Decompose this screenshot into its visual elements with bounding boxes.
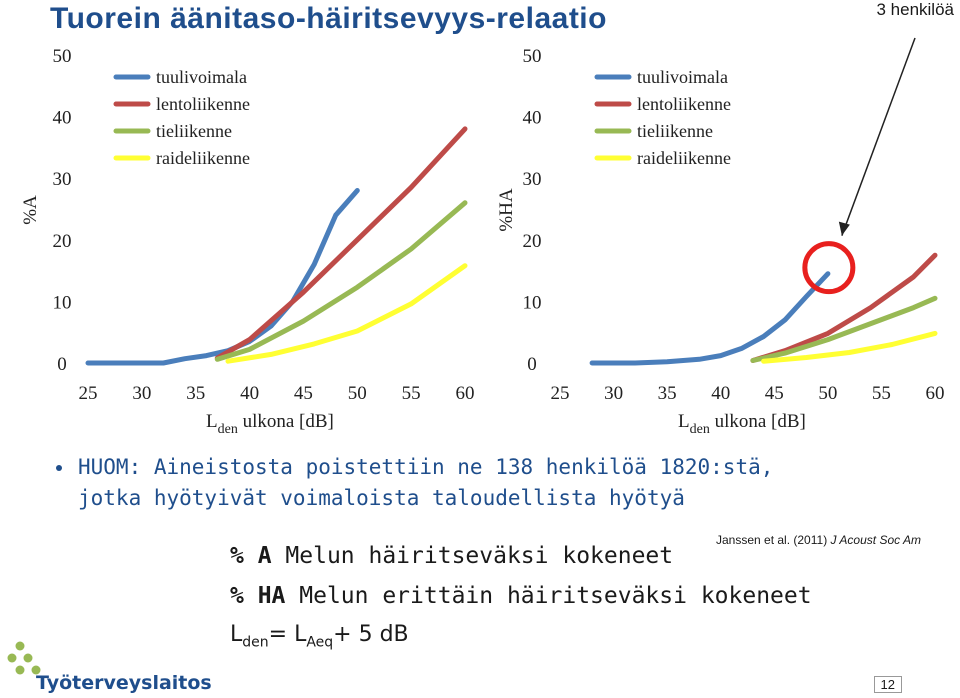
definition-ha-abbr: % HA [230, 583, 286, 609]
series-line-tieliikenne [214, 200, 468, 362]
formula-aeq: Aeq [306, 634, 334, 651]
y-tick-label: 0 [527, 354, 537, 375]
x-tick-label: 55 [402, 383, 421, 404]
note-line-2: jotka hyötyivät voimaloista taloudellist… [78, 486, 685, 510]
bullet-dot [56, 465, 62, 471]
legend-label-raideliikenne: raideliikenne [156, 148, 250, 168]
x-tick-label: 25 [551, 383, 570, 404]
x-tick-label: 55 [872, 383, 891, 404]
definition-ha-text: Melun erittäin häiritseväksi kokeneet [299, 583, 812, 609]
formula-eq: = L [268, 622, 307, 647]
slide-title: Tuorein äänitaso-häiritsevyys-relaatio [50, 2, 607, 35]
formula-den: den [242, 634, 269, 651]
y-tick-label: 0 [57, 354, 67, 375]
legend-label-tieliikenne: tieliikenne [637, 121, 713, 141]
series-line-lentoliikenne [214, 126, 468, 361]
y-tick-label: 40 [53, 108, 72, 129]
citation: Janssen et al. (2011) J Acoust Soc Am [716, 533, 921, 547]
y-axis-label: %HA [496, 188, 517, 232]
x-axis-label: Lden ulkona [dB] [206, 411, 334, 437]
series-line-raideliikenne [225, 263, 468, 364]
ldn-formula: Lden= LAeq+ 5 dB [230, 622, 409, 650]
page-number: 12 [873, 676, 902, 693]
legend-label-lentoliikenne: lentoliikenne [156, 94, 250, 114]
x-tick-label: 35 [186, 383, 205, 404]
note-bullet: HUOM: Aineistosta poistettiin ne 138 hen… [56, 452, 898, 514]
x-tick-label: 50 [818, 383, 837, 404]
note-line-1: HUOM: Aineistosta poistettiin ne 138 hen… [78, 455, 774, 479]
y-tick-label: 30 [53, 169, 72, 190]
series-line-tieliikenne [750, 295, 938, 363]
formula-l: L [230, 622, 243, 647]
logo-text: Työterveyslaitos [36, 672, 212, 694]
ttl-logo-icon [7, 641, 41, 675]
callout-label: 3 henkilöä [876, 0, 954, 19]
x-axis-label: Lden ulkona [dB] [678, 411, 806, 437]
y-tick-label: 50 [523, 46, 542, 67]
definition-a: % A Melun häiritseväksi kokeneet [230, 543, 673, 569]
charts-canvas: 0 10 20 30 40 50 25 30 35 40 45 50 55 60 %A Lden ulkona… [20, 37, 945, 437]
x-tick-label: 60 [926, 383, 945, 404]
citation-journal: J Acoust Soc Am [830, 533, 922, 547]
definition-a-text: Melun häiritseväksi kokeneet [285, 543, 674, 569]
definition-a-abbr: % A [230, 543, 272, 569]
x-tick-label: 45 [294, 383, 313, 404]
x-tick-label: 60 [456, 383, 475, 404]
x-tick-label: 40 [240, 383, 259, 404]
x-tick-label: 40 [711, 383, 730, 404]
series-line-raideliikenne [761, 330, 938, 364]
callout-arrow-line [841, 37, 916, 236]
y-tick-label: 20 [53, 231, 72, 252]
x-tick-label: 30 [604, 383, 623, 404]
x-tick-label: 45 [765, 383, 784, 404]
callout-circle [802, 241, 856, 295]
legend-label-tuulivoimala: tuulivoimala [156, 67, 247, 87]
y-tick-label: 30 [523, 169, 542, 190]
x-tick-label: 25 [79, 383, 98, 404]
x-tick-label: 50 [348, 383, 367, 404]
series-line-tuulivoimala [589, 271, 831, 366]
y-tick-label: 40 [523, 108, 542, 129]
legend-label-raideliikenne: raideliikenne [637, 148, 731, 168]
citation-year: (2011) [793, 533, 828, 547]
formula-rest: + 5 dB [333, 622, 409, 647]
callout-arrow-head [838, 221, 850, 236]
citation-authors: Janssen et al. [716, 533, 791, 547]
legend-label-tieliikenne: tieliikenne [156, 121, 232, 141]
y-tick-label: 10 [53, 292, 72, 313]
x-tick-label: 30 [132, 383, 151, 404]
legend-label-lentoliikenne: lentoliikenne [637, 94, 731, 114]
y-axis-label: %A [20, 195, 41, 225]
y-tick-label: 10 [523, 292, 542, 313]
legend-label-tuulivoimala: tuulivoimala [637, 67, 728, 87]
definition-ha: % HA Melun erittäin häiritseväksi kokene… [230, 583, 812, 609]
x-tick-label: 35 [658, 383, 677, 404]
y-tick-label: 50 [53, 46, 72, 67]
y-tick-label: 20 [523, 231, 542, 252]
